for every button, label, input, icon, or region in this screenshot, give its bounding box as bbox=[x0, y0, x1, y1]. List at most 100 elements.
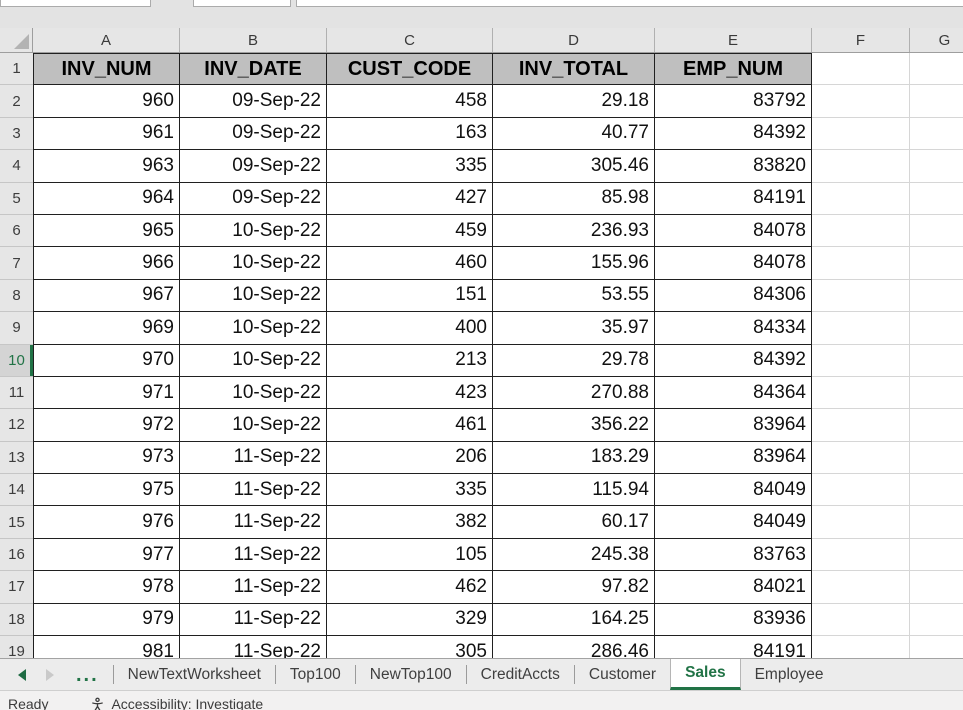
cell[interactable]: 183.29 bbox=[493, 441, 655, 475]
cell[interactable]: 09-Sep-22 bbox=[180, 85, 327, 118]
column-header-c[interactable]: C bbox=[327, 28, 493, 52]
cell[interactable] bbox=[910, 538, 963, 572]
sheet-tab-top100[interactable]: Top100 bbox=[289, 665, 341, 683]
cell[interactable] bbox=[812, 279, 910, 313]
cell[interactable] bbox=[910, 279, 963, 313]
cell[interactable]: 969 bbox=[33, 312, 180, 345]
cell[interactable]: 84306 bbox=[655, 279, 812, 313]
cell[interactable]: 10-Sep-22 bbox=[180, 312, 327, 345]
cell[interactable] bbox=[910, 182, 963, 215]
cell[interactable]: 971 bbox=[33, 376, 180, 410]
sheet-tab-customer[interactable]: Customer bbox=[588, 665, 657, 683]
more-sheets-button[interactable]: ... bbox=[76, 663, 99, 686]
cell[interactable] bbox=[812, 474, 910, 507]
cell[interactable]: 382 bbox=[327, 506, 493, 539]
cell[interactable]: 329 bbox=[327, 603, 493, 637]
cell[interactable] bbox=[910, 214, 963, 248]
column-header-b[interactable]: B bbox=[180, 28, 327, 52]
column-header-f[interactable]: F bbox=[812, 28, 910, 52]
cell[interactable]: 11-Sep-22 bbox=[180, 603, 327, 637]
cell[interactable] bbox=[910, 571, 963, 604]
cell[interactable]: 35.97 bbox=[493, 312, 655, 345]
cell[interactable]: 29.78 bbox=[493, 344, 655, 377]
cell[interactable]: 97.82 bbox=[493, 571, 655, 604]
cell[interactable]: 10-Sep-22 bbox=[180, 344, 327, 377]
cell[interactable]: 10-Sep-22 bbox=[180, 214, 327, 248]
cell[interactable]: 155.96 bbox=[493, 247, 655, 280]
row-header[interactable]: 12 bbox=[0, 409, 33, 442]
cell[interactable]: 462 bbox=[327, 571, 493, 604]
sheet-tab-creditaccts[interactable]: CreditAccts bbox=[480, 665, 560, 683]
row-header[interactable]: 4 bbox=[0, 150, 33, 183]
cell[interactable]: 459 bbox=[327, 214, 493, 248]
cell[interactable]: 11-Sep-22 bbox=[180, 441, 327, 475]
cell[interactable] bbox=[812, 53, 910, 86]
cell[interactable] bbox=[910, 247, 963, 280]
row-header[interactable]: 10 bbox=[0, 344, 33, 377]
cell[interactable]: 10-Sep-22 bbox=[180, 376, 327, 410]
cell[interactable] bbox=[812, 409, 910, 442]
cell[interactable]: 356.22 bbox=[493, 409, 655, 442]
cell[interactable] bbox=[910, 441, 963, 475]
cell[interactable]: 458 bbox=[327, 85, 493, 118]
cell[interactable]: 151 bbox=[327, 279, 493, 313]
cell[interactable] bbox=[812, 182, 910, 215]
cell[interactable]: 84078 bbox=[655, 247, 812, 280]
cell[interactable]: 964 bbox=[33, 182, 180, 215]
cell[interactable] bbox=[910, 150, 963, 183]
row-header[interactable]: 7 bbox=[0, 247, 33, 280]
cell[interactable] bbox=[812, 214, 910, 248]
cell[interactable]: 85.98 bbox=[493, 182, 655, 215]
name-box[interactable] bbox=[0, 0, 151, 7]
cell[interactable]: 975 bbox=[33, 474, 180, 507]
cell[interactable]: 84392 bbox=[655, 344, 812, 377]
cell[interactable]: 84191 bbox=[655, 636, 812, 658]
cell[interactable]: 84049 bbox=[655, 474, 812, 507]
accessibility-status[interactable]: Accessibility: Investigate bbox=[90, 696, 263, 710]
cell[interactable] bbox=[812, 344, 910, 377]
cell[interactable]: 335 bbox=[327, 150, 493, 183]
header-cell[interactable]: INV_TOTAL bbox=[493, 53, 655, 86]
cell[interactable] bbox=[910, 603, 963, 637]
column-header-e[interactable]: E bbox=[655, 28, 812, 52]
header-cell[interactable]: INV_DATE bbox=[180, 53, 327, 86]
cell[interactable] bbox=[812, 117, 910, 151]
cell[interactable]: 83936 bbox=[655, 603, 812, 637]
cell[interactable] bbox=[812, 441, 910, 475]
row-header[interactable]: 15 bbox=[0, 506, 33, 539]
cell[interactable]: 11-Sep-22 bbox=[180, 636, 327, 658]
cell[interactable] bbox=[812, 247, 910, 280]
sheet-tab-employee[interactable]: Employee bbox=[754, 665, 824, 683]
cell[interactable]: 11-Sep-22 bbox=[180, 474, 327, 507]
cell[interactable]: 270.88 bbox=[493, 376, 655, 410]
cell[interactable]: 245.38 bbox=[493, 538, 655, 572]
cell[interactable]: 966 bbox=[33, 247, 180, 280]
cell[interactable] bbox=[812, 538, 910, 572]
cell[interactable] bbox=[910, 312, 963, 345]
cell[interactable] bbox=[910, 506, 963, 539]
cell[interactable] bbox=[910, 85, 963, 118]
cell[interactable]: 305.46 bbox=[493, 150, 655, 183]
cell[interactable] bbox=[910, 117, 963, 151]
cell[interactable]: 11-Sep-22 bbox=[180, 571, 327, 604]
cell[interactable]: 83820 bbox=[655, 150, 812, 183]
cell[interactable]: 423 bbox=[327, 376, 493, 410]
cell[interactable]: 427 bbox=[327, 182, 493, 215]
cell[interactable]: 965 bbox=[33, 214, 180, 248]
cell[interactable]: 83964 bbox=[655, 409, 812, 442]
cell[interactable]: 10-Sep-22 bbox=[180, 247, 327, 280]
cell[interactable]: 09-Sep-22 bbox=[180, 182, 327, 215]
cell[interactable]: 84392 bbox=[655, 117, 812, 151]
cell[interactable]: 961 bbox=[33, 117, 180, 151]
row-header[interactable]: 8 bbox=[0, 279, 33, 313]
cell[interactable]: 976 bbox=[33, 506, 180, 539]
header-cell[interactable]: EMP_NUM bbox=[655, 53, 812, 86]
cell[interactable]: 83792 bbox=[655, 85, 812, 118]
cell[interactable]: 10-Sep-22 bbox=[180, 409, 327, 442]
row-header[interactable]: 6 bbox=[0, 214, 33, 248]
cell[interactable]: 400 bbox=[327, 312, 493, 345]
cell[interactable]: 164.25 bbox=[493, 603, 655, 637]
cell[interactable]: 972 bbox=[33, 409, 180, 442]
cell[interactable]: 236.93 bbox=[493, 214, 655, 248]
header-cell[interactable]: INV_NUM bbox=[33, 53, 180, 86]
